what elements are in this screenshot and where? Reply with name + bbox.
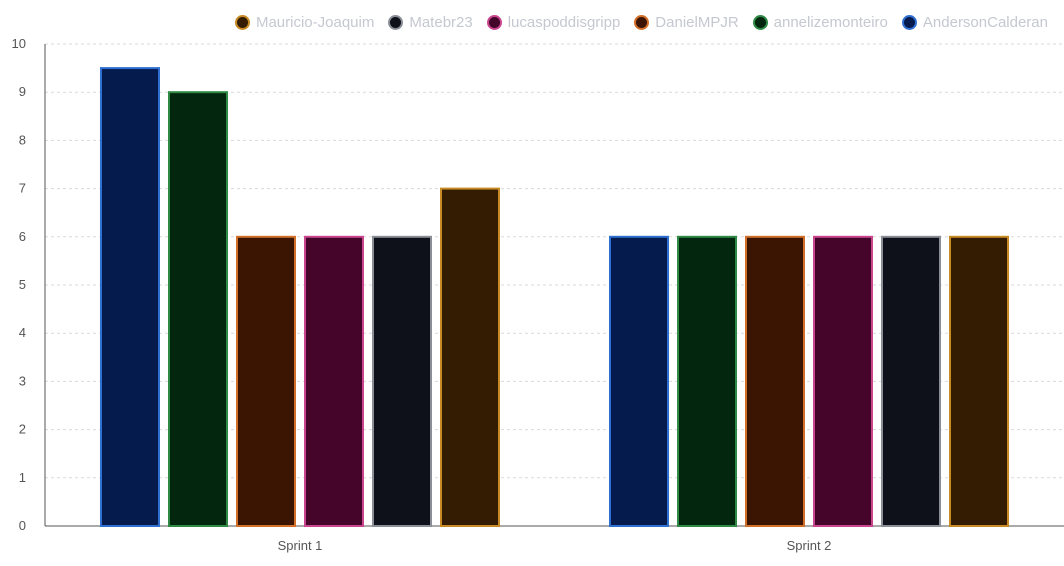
bar bbox=[236, 235, 296, 528]
y-tick-label: 5 bbox=[19, 277, 26, 292]
y-tick-label: 8 bbox=[19, 132, 26, 147]
legend-item[interactable]: Matebr23 bbox=[388, 14, 473, 31]
legend-item[interactable]: lucaspoddisgripp bbox=[486, 14, 621, 31]
bar bbox=[881, 235, 941, 528]
legend-item[interactable]: Mauricio-Joaquim bbox=[234, 14, 375, 31]
legend-label: AndersonCalderan bbox=[922, 14, 1048, 31]
legend-item[interactable]: AndersonCalderan bbox=[901, 14, 1048, 31]
legend-swatch bbox=[901, 15, 917, 30]
bar bbox=[677, 235, 737, 528]
bar bbox=[745, 235, 805, 528]
y-tick-label: 2 bbox=[19, 422, 26, 437]
bar bbox=[168, 91, 228, 527]
legend-swatch bbox=[752, 15, 768, 30]
y-tick-label: 1 bbox=[19, 470, 26, 485]
y-tick-label: 3 bbox=[19, 373, 26, 388]
legend-label: Matebr23 bbox=[409, 14, 473, 31]
legend-label: annelizemonteiro bbox=[773, 14, 888, 31]
bar bbox=[440, 187, 500, 527]
y-tick-label: 9 bbox=[19, 84, 26, 99]
legend-swatch bbox=[234, 15, 250, 30]
legend-label: lucaspoddisgripp bbox=[507, 14, 621, 31]
legend-swatch bbox=[388, 15, 404, 30]
bar bbox=[609, 235, 669, 528]
legend-label: Mauricio-Joaquim bbox=[255, 14, 375, 31]
bar bbox=[100, 67, 160, 527]
chart-legend: Mauricio-Joaquim Matebr23 lucaspoddisgripp… bbox=[234, 14, 1048, 31]
bar bbox=[372, 235, 432, 528]
legend-label: DanielMPJR bbox=[655, 14, 739, 31]
bar bbox=[304, 235, 364, 528]
y-tick-label: 6 bbox=[19, 229, 26, 244]
bar bbox=[949, 235, 1009, 528]
legend-swatch bbox=[634, 15, 650, 30]
x-tick-label: Sprint 1 bbox=[278, 538, 323, 553]
legend-item[interactable]: DanielMPJR bbox=[634, 14, 739, 31]
y-tick-label: 4 bbox=[19, 325, 26, 340]
legend-swatch bbox=[486, 15, 502, 30]
y-tick-label: 7 bbox=[19, 181, 26, 196]
y-tick-label: 10 bbox=[12, 36, 26, 51]
bar bbox=[813, 235, 873, 528]
legend-item[interactable]: annelizemonteiro bbox=[752, 14, 888, 31]
x-tick-label: Sprint 2 bbox=[787, 538, 832, 553]
y-tick-label: 0 bbox=[19, 518, 26, 533]
